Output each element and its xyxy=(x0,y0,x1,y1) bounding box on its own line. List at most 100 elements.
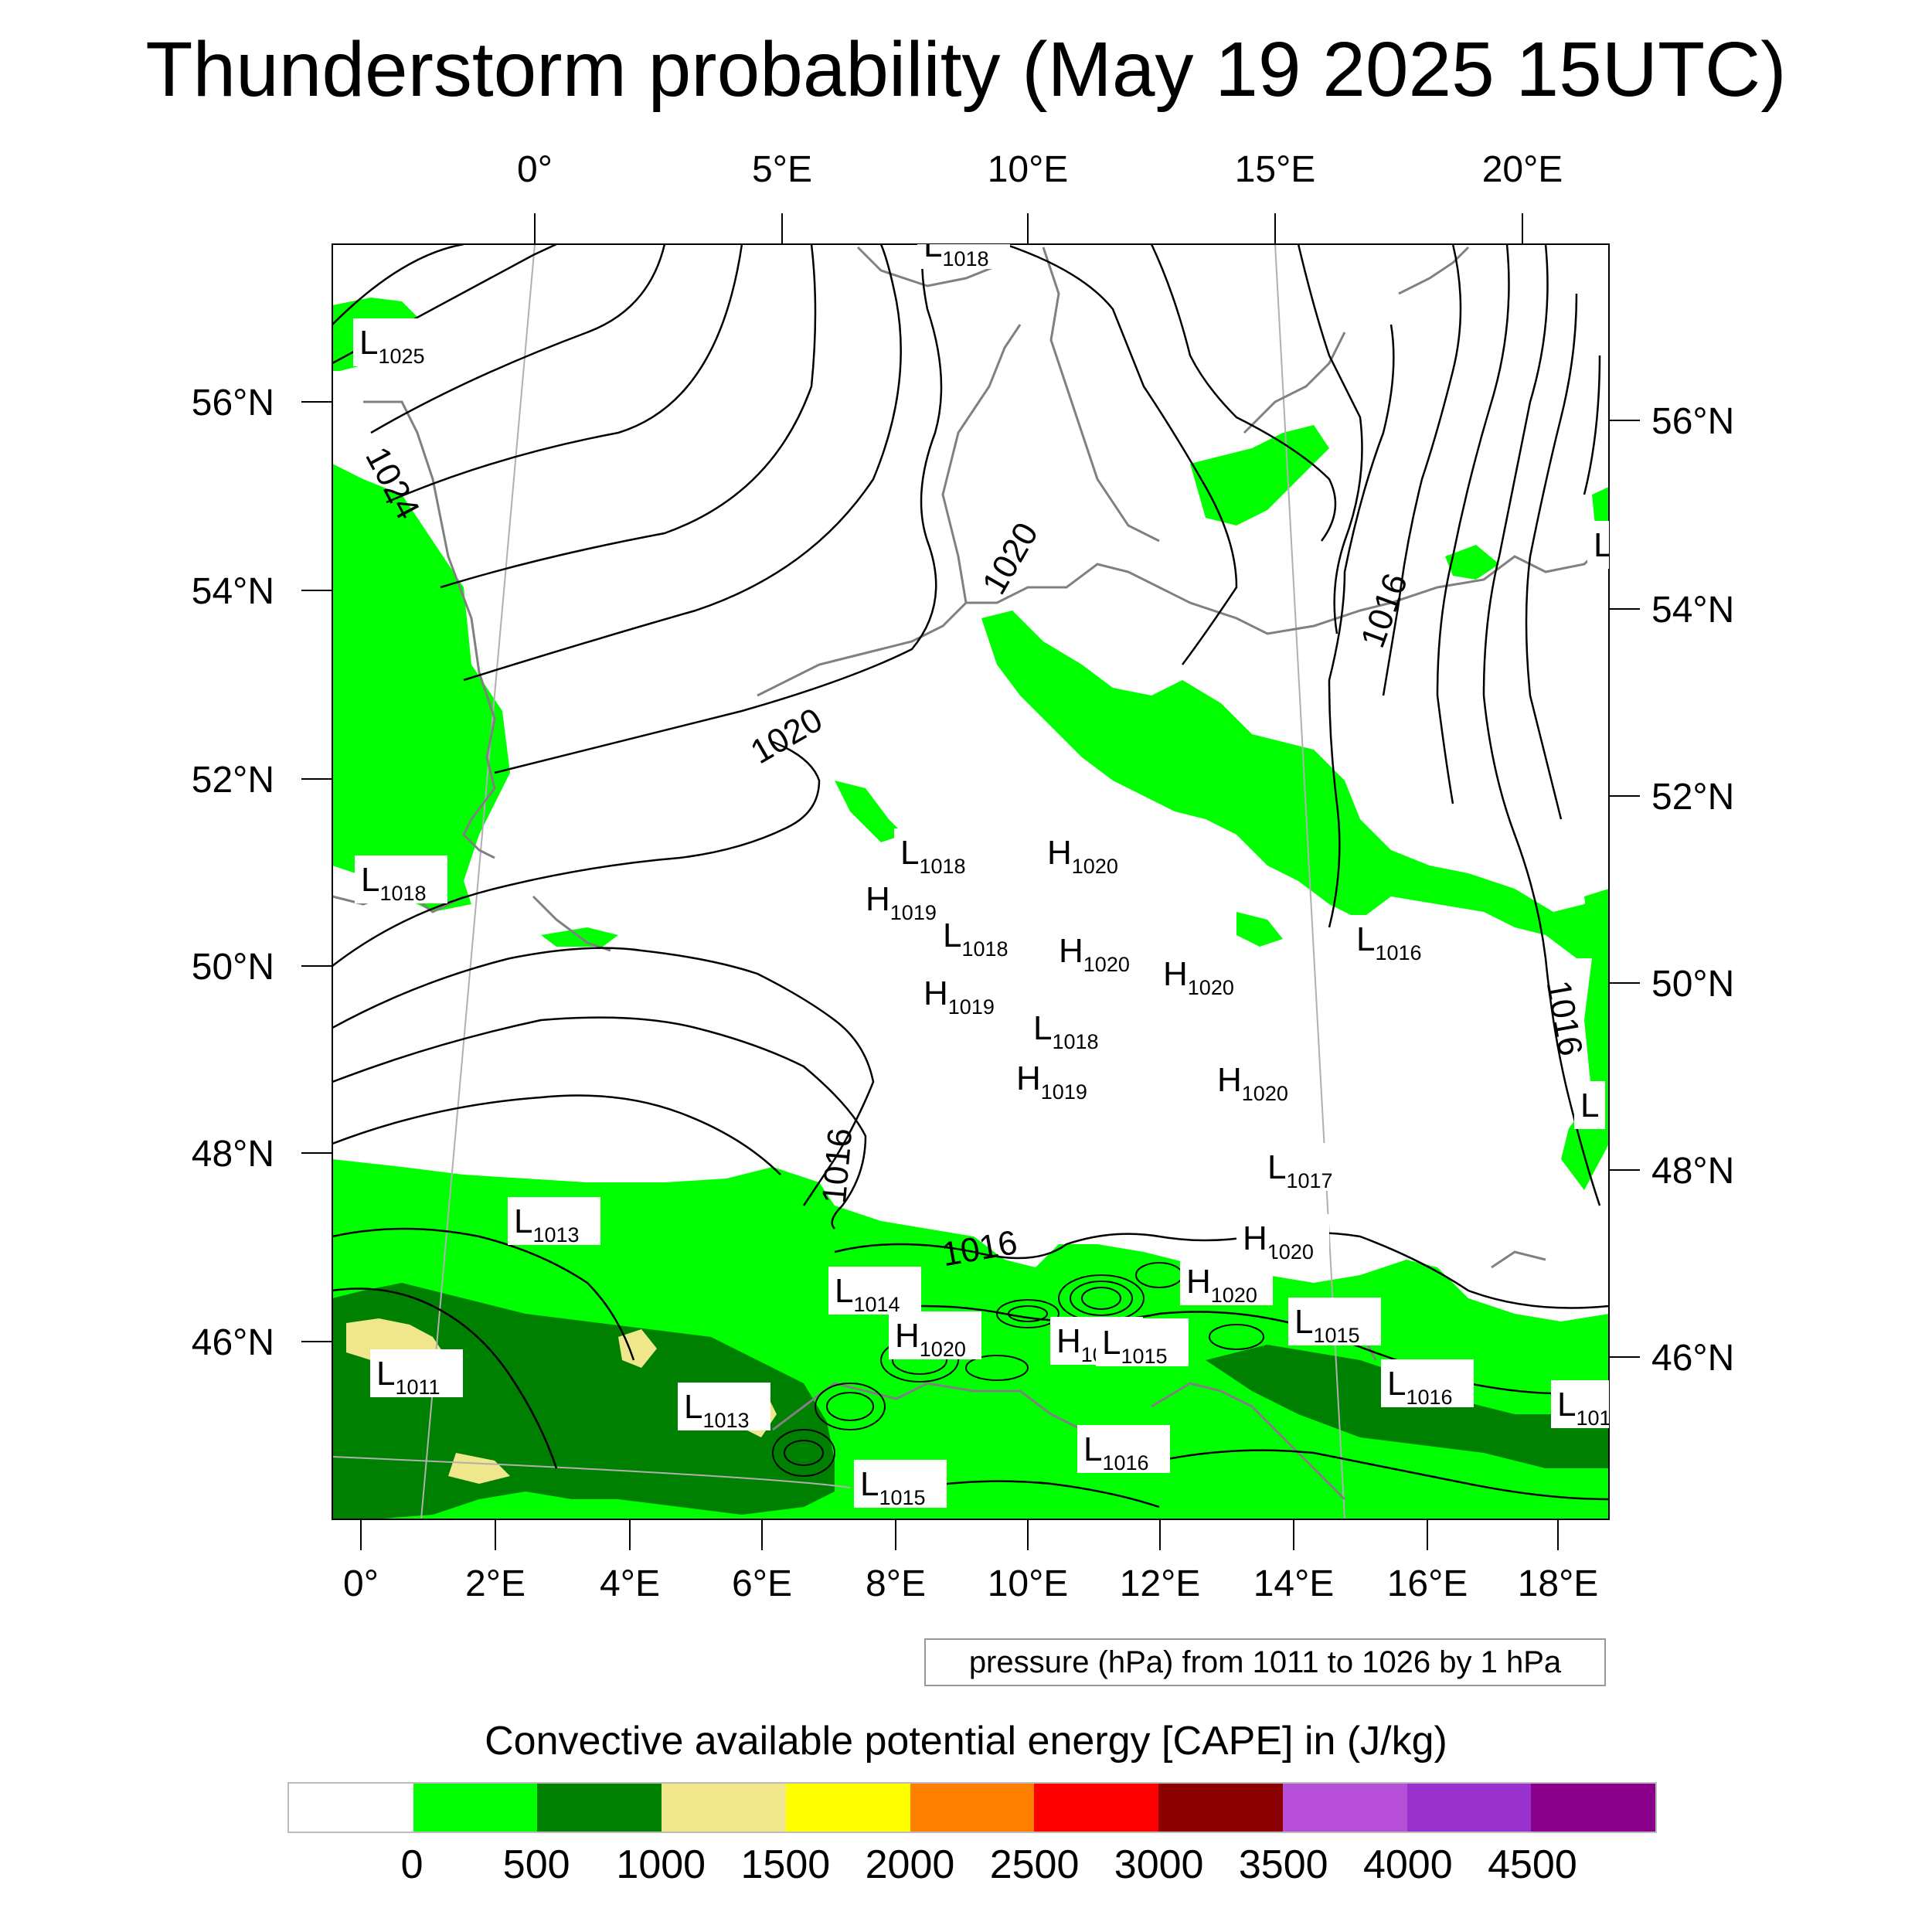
cape-region-0-500 xyxy=(1445,545,1499,580)
colorbar-swatch xyxy=(785,1784,910,1832)
pressure-center: H1020 xyxy=(889,1311,981,1361)
pressure-center-value: 1015 xyxy=(879,1486,925,1509)
pressure-center: L1018 xyxy=(1027,1004,1120,1053)
bottom-lon-label: 2°E xyxy=(465,1563,526,1604)
svg-text:L1016: L1016 xyxy=(1356,920,1422,964)
pressure-center-letter: H xyxy=(1056,1322,1081,1360)
top-lon-label: 5°E xyxy=(752,149,812,190)
pressure-center: L1018 xyxy=(894,828,987,878)
svg-text:L1015: L1015 xyxy=(860,1465,926,1509)
cape-region-0-500 xyxy=(1236,912,1283,947)
svg-text:L: L xyxy=(1594,526,1612,564)
svg-text:H1019: H1019 xyxy=(866,880,937,924)
colorbar-swatch xyxy=(289,1784,413,1832)
svg-text:L1018: L1018 xyxy=(943,917,1009,961)
colorbar-label: 1500 xyxy=(740,1842,831,1887)
pressure-center: L1018 xyxy=(937,911,1029,961)
cape-region-0-500 xyxy=(981,611,1609,958)
pressure-center-letter: H xyxy=(1047,834,1072,872)
svg-text:L1011: L1011 xyxy=(376,1355,440,1399)
pressure-center-value: 1015 xyxy=(1121,1345,1167,1368)
pressure-center: H1020 xyxy=(1211,1056,1304,1105)
pressure-center-value: 1020 xyxy=(1072,855,1118,878)
pressure-center-letter: L xyxy=(1557,1386,1576,1423)
pressure-center-letter: L xyxy=(1387,1365,1406,1403)
colorbar-label: 3000 xyxy=(1114,1842,1204,1887)
pressure-center: L1016 xyxy=(1381,1359,1474,1409)
colorbar-swatch xyxy=(1531,1784,1656,1832)
pressure-center-value: 1019 xyxy=(948,995,995,1019)
top-lon-label: 10°E xyxy=(988,149,1069,190)
svg-text:L1015: L1015 xyxy=(1294,1303,1360,1347)
svg-text:L1016: L1016 xyxy=(1083,1430,1149,1475)
colorbar-swatch xyxy=(1034,1784,1159,1832)
pressure-center-value: 1018 xyxy=(379,882,426,905)
left-lat-label: 48°N xyxy=(192,1134,274,1175)
pressure-center: L1013 xyxy=(678,1383,770,1432)
colorbar-label: 0 xyxy=(400,1842,423,1887)
pressure-center-letter: L xyxy=(514,1202,532,1240)
pressure-center-letter: L xyxy=(923,226,942,264)
right-lat-label: 48°N xyxy=(1651,1151,1734,1192)
pressure-center-value: 1019 xyxy=(890,901,937,924)
svg-text:H1020: H1020 xyxy=(895,1317,966,1361)
pressure-center-letter: H xyxy=(1059,932,1083,970)
pressure-center: L1018 xyxy=(917,226,1010,270)
left-lat-label: 50°N xyxy=(192,947,274,988)
pressure-center-value: 1016 xyxy=(1102,1451,1148,1475)
right-lat-label: 56°N xyxy=(1651,401,1734,442)
pressure-center: L101 xyxy=(1551,1380,1609,1430)
colorbar-label: 2000 xyxy=(865,1842,955,1887)
pressure-center: L1016 xyxy=(1350,915,1443,964)
pressure-center-letter: H xyxy=(866,880,890,918)
colorbar-label: 1000 xyxy=(616,1842,706,1887)
svg-text:L1018: L1018 xyxy=(1033,1009,1099,1053)
colorbar-swatch xyxy=(1282,1784,1407,1832)
pressure-center: L1018 xyxy=(355,855,447,905)
pressure-center-value: 1018 xyxy=(942,247,988,270)
svg-text:H1020: H1020 xyxy=(1047,834,1118,878)
bottom-lon-label: 16°E xyxy=(1387,1563,1468,1604)
svg-text:L1016: L1016 xyxy=(1387,1365,1453,1409)
svg-text:H1020: H1020 xyxy=(1217,1061,1288,1105)
colorbar-swatch xyxy=(910,1784,1035,1832)
cape-region-0-500 xyxy=(332,464,510,912)
svg-text:L1025: L1025 xyxy=(359,324,425,368)
pressure-center-letter: L xyxy=(900,834,919,872)
pressure-center-letter: L xyxy=(1580,1087,1599,1124)
pressure-center-letter: L xyxy=(1294,1303,1313,1341)
pressure-center: L1015 xyxy=(1288,1298,1381,1347)
map-title: Thunderstorm probability (May 19 2025 15… xyxy=(145,26,1787,113)
cape-region-1000-1500 xyxy=(618,1329,657,1368)
pressure-center-letter: L xyxy=(361,861,379,899)
colorbar-label: 4500 xyxy=(1488,1842,1577,1887)
svg-text:L1014: L1014 xyxy=(835,1272,900,1316)
top-lon-label: 20°E xyxy=(1482,149,1563,190)
pressure-center-value: 1017 xyxy=(1286,1169,1332,1192)
pressure-center-value: 1013 xyxy=(532,1223,579,1247)
colorbar-label: 2500 xyxy=(989,1842,1080,1887)
svg-text:L: L xyxy=(1580,1087,1599,1124)
pressure-center: H1020 xyxy=(1180,1257,1273,1307)
bottom-lon-label: 10°E xyxy=(988,1563,1069,1604)
pressure-center-value: 1020 xyxy=(920,1338,966,1361)
svg-text:H1020: H1020 xyxy=(1059,932,1130,976)
svg-text:H1020: H1020 xyxy=(1186,1263,1257,1307)
legend-title: Convective available potential energy [C… xyxy=(485,1719,1447,1764)
pressure-center: H1020 xyxy=(1157,950,1250,999)
svg-text:H1020: H1020 xyxy=(1243,1219,1314,1264)
pressure-center: L1017 xyxy=(1261,1143,1354,1192)
colorbar-swatch xyxy=(537,1784,662,1832)
pressure-center-value: 1013 xyxy=(702,1409,749,1432)
pressure-center-letter: H xyxy=(1217,1061,1242,1099)
top-lon-label: 0° xyxy=(517,149,553,190)
bottom-lon-label: 12°E xyxy=(1120,1563,1201,1604)
pressure-center-value: 1019 xyxy=(1041,1080,1087,1104)
svg-text:L1013: L1013 xyxy=(514,1202,580,1247)
left-lat-label: 52°N xyxy=(192,760,274,801)
pressure-center: H1019 xyxy=(917,969,1010,1019)
svg-text:L1018: L1018 xyxy=(900,834,966,878)
left-lat-label: 46°N xyxy=(192,1322,274,1363)
pressure-center-value: 1016 xyxy=(1375,941,1421,964)
